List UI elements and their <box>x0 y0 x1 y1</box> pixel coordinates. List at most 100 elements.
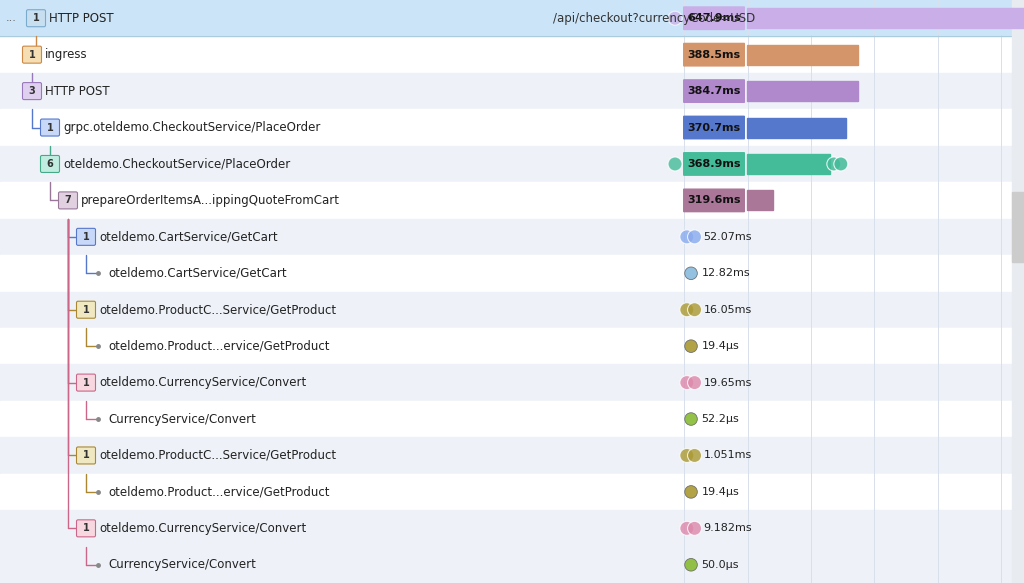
Circle shape <box>687 230 701 244</box>
Text: 1: 1 <box>83 232 89 242</box>
FancyBboxPatch shape <box>41 156 59 173</box>
Text: 384.7ms: 384.7ms <box>687 86 740 96</box>
Bar <box>748 81 858 101</box>
Bar <box>0 255 1024 292</box>
Text: 1: 1 <box>83 524 89 533</box>
Circle shape <box>687 521 701 535</box>
Text: 12.82ms: 12.82ms <box>701 268 751 278</box>
Text: CurrencyService/Convert: CurrencyService/Convert <box>108 559 256 571</box>
Bar <box>0 437 1024 473</box>
Circle shape <box>685 486 697 498</box>
Text: CurrencyService/Convert: CurrencyService/Convert <box>108 413 256 426</box>
Circle shape <box>685 413 697 426</box>
FancyBboxPatch shape <box>58 192 78 209</box>
Text: 52.07ms: 52.07ms <box>703 232 753 242</box>
Text: 1: 1 <box>83 305 89 315</box>
Text: 1: 1 <box>83 451 89 461</box>
Text: 1: 1 <box>83 378 89 388</box>
Text: oteldemo.CartService/GetCart: oteldemo.CartService/GetCart <box>99 230 278 243</box>
Bar <box>0 110 1024 146</box>
Bar <box>1012 0 1024 583</box>
Circle shape <box>668 11 682 25</box>
FancyBboxPatch shape <box>23 83 42 100</box>
Text: 16.05ms: 16.05ms <box>703 305 752 315</box>
Bar <box>0 328 1024 364</box>
Text: ingress: ingress <box>45 48 88 61</box>
Bar <box>0 401 1024 437</box>
Text: 368.9ms: 368.9ms <box>687 159 740 169</box>
Circle shape <box>687 303 701 317</box>
Text: HTTP POST: HTTP POST <box>49 12 114 24</box>
Text: oteldemo.ProductC...Service/GetProduct: oteldemo.ProductC...Service/GetProduct <box>99 303 336 316</box>
Bar <box>748 45 858 65</box>
Bar <box>0 182 1024 219</box>
FancyBboxPatch shape <box>77 520 95 537</box>
Text: 1: 1 <box>47 122 53 132</box>
FancyBboxPatch shape <box>683 188 745 212</box>
Text: 19.4μs: 19.4μs <box>701 341 739 351</box>
Text: oteldemo.CheckoutService/PlaceOrder: oteldemo.CheckoutService/PlaceOrder <box>63 157 290 170</box>
Text: 52.2μs: 52.2μs <box>701 414 739 424</box>
Text: ...: ... <box>6 13 16 23</box>
Text: 1.051ms: 1.051ms <box>703 451 752 461</box>
Circle shape <box>826 157 841 171</box>
Text: /api/checkout?currencyCode=USD: /api/checkout?currencyCode=USD <box>553 12 756 24</box>
FancyBboxPatch shape <box>23 46 42 63</box>
Text: 3: 3 <box>29 86 36 96</box>
Text: oteldemo.Product...ervice/GetProduct: oteldemo.Product...ervice/GetProduct <box>108 486 330 498</box>
Text: oteldemo.Product...ervice/GetProduct: oteldemo.Product...ervice/GetProduct <box>108 340 330 353</box>
Bar <box>1012 192 1024 262</box>
Circle shape <box>680 448 694 462</box>
Text: 319.6ms: 319.6ms <box>687 195 740 205</box>
Bar <box>0 36 1024 73</box>
FancyBboxPatch shape <box>683 115 745 139</box>
Text: prepareOrderItemsA...ippingQuoteFromCart: prepareOrderItemsA...ippingQuoteFromCart <box>81 194 340 207</box>
Text: 50.0μs: 50.0μs <box>701 560 739 570</box>
Bar <box>0 510 1024 547</box>
Text: 647.9ms: 647.9ms <box>687 13 741 23</box>
Bar <box>748 154 829 174</box>
Text: 6: 6 <box>47 159 53 169</box>
Text: 7: 7 <box>65 195 72 205</box>
Text: 19.65ms: 19.65ms <box>703 378 752 388</box>
Bar <box>0 547 1024 583</box>
Circle shape <box>834 157 848 171</box>
FancyBboxPatch shape <box>683 79 745 103</box>
Circle shape <box>685 559 697 571</box>
Text: 19.4μs: 19.4μs <box>701 487 739 497</box>
Text: oteldemo.CurrencyService/Convert: oteldemo.CurrencyService/Convert <box>99 522 306 535</box>
Bar <box>0 0 1024 36</box>
Circle shape <box>687 448 701 462</box>
FancyBboxPatch shape <box>77 447 95 464</box>
FancyBboxPatch shape <box>27 10 45 27</box>
Circle shape <box>680 375 694 389</box>
Text: 388.5ms: 388.5ms <box>687 50 740 59</box>
FancyBboxPatch shape <box>683 152 745 176</box>
Text: oteldemo.CurrencyService/Convert: oteldemo.CurrencyService/Convert <box>99 376 306 389</box>
FancyBboxPatch shape <box>77 374 95 391</box>
Bar <box>748 8 1024 28</box>
Bar <box>0 219 1024 255</box>
Text: oteldemo.CartService/GetCart: oteldemo.CartService/GetCart <box>108 267 287 280</box>
Circle shape <box>685 267 697 280</box>
Bar <box>748 191 772 210</box>
Circle shape <box>680 521 694 535</box>
Circle shape <box>685 340 697 353</box>
FancyBboxPatch shape <box>77 229 95 245</box>
Circle shape <box>680 230 694 244</box>
Text: 1: 1 <box>33 13 39 23</box>
Circle shape <box>680 303 694 317</box>
Text: 1: 1 <box>29 50 36 59</box>
Circle shape <box>687 375 701 389</box>
Bar <box>0 292 1024 328</box>
FancyBboxPatch shape <box>683 43 745 66</box>
Text: oteldemo.ProductC...Service/GetProduct: oteldemo.ProductC...Service/GetProduct <box>99 449 336 462</box>
Text: grpc.oteldemo.CheckoutService/PlaceOrder: grpc.oteldemo.CheckoutService/PlaceOrder <box>63 121 321 134</box>
Bar <box>0 364 1024 401</box>
FancyBboxPatch shape <box>77 301 95 318</box>
Circle shape <box>668 157 682 171</box>
Text: 9.182ms: 9.182ms <box>703 524 753 533</box>
Bar <box>0 473 1024 510</box>
Bar <box>0 73 1024 110</box>
Bar <box>748 118 846 138</box>
